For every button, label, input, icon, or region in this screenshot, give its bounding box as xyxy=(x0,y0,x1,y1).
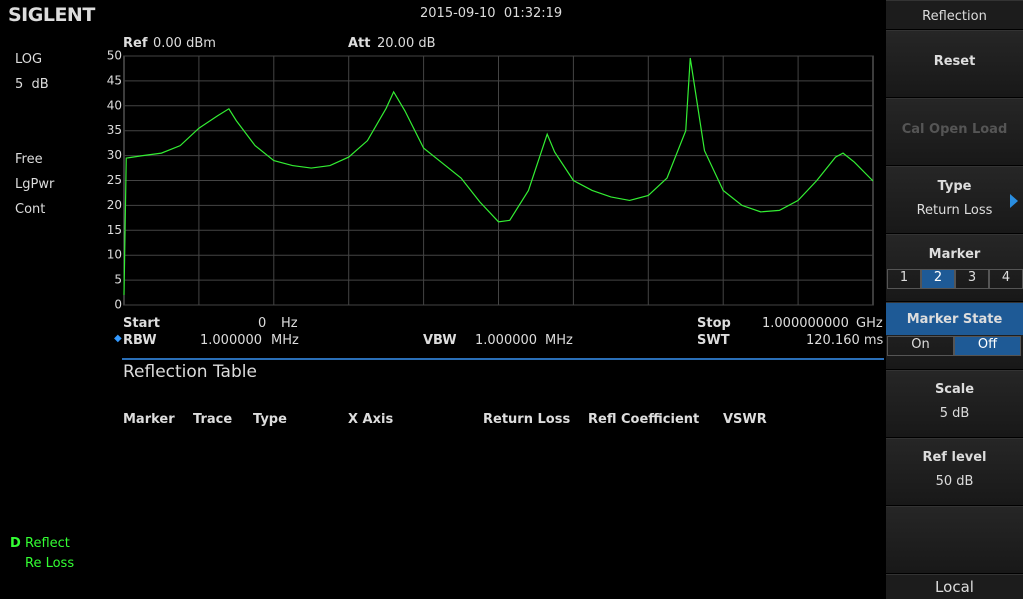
softkey: Marker 1 2 3 4 xyxy=(886,234,1023,301)
vbw-unit: MHz xyxy=(545,333,573,348)
y-tick-label: 50 xyxy=(107,49,122,63)
y-tick-label: 25 xyxy=(107,173,122,187)
softkey[interactable]: Scale 5 dB xyxy=(886,370,1023,437)
vbw-value: 1.000000 xyxy=(475,333,538,348)
start-unit: Hz xyxy=(281,316,298,331)
softkey[interactable]: Type Return Loss xyxy=(886,166,1023,233)
swt-value: 120.160 ms xyxy=(806,333,884,348)
brand: SIGLENT xyxy=(8,4,95,26)
y-tick-label: 15 xyxy=(107,223,122,237)
state-option[interactable]: On xyxy=(887,336,954,356)
column-header: X Axis xyxy=(348,412,394,427)
marker-option[interactable]: 4 xyxy=(989,269,1023,289)
submenu-arrow xyxy=(1010,194,1018,208)
softkey-menu: Reflection Reset Cal Open Load Type Retu… xyxy=(886,0,1023,599)
start-value: 0 xyxy=(258,316,267,331)
softkey-label: Reset xyxy=(933,54,976,69)
start-label: Start xyxy=(123,316,160,331)
marker-option[interactable]: 2 xyxy=(921,269,955,289)
att-value: 20.00 dB xyxy=(377,36,436,51)
local-label: Local xyxy=(935,578,974,596)
stop-label: Stop xyxy=(697,316,731,331)
y-tick-label: 20 xyxy=(107,198,122,212)
trace-mode: D xyxy=(10,536,21,551)
y-tick-label: 35 xyxy=(107,123,122,137)
trace-plot: 0 5 10 15 20 25 30 35 40 45 50 xyxy=(107,49,874,312)
column-header: Trace xyxy=(193,412,233,427)
trace-label: Reflect xyxy=(25,536,70,551)
softkey-label: Cal Open Load xyxy=(901,122,1008,137)
y-tick-label: 10 xyxy=(107,248,122,262)
scale-type: LOG xyxy=(15,52,43,67)
state-option[interactable]: Off xyxy=(954,336,1021,356)
column-header: Return Loss xyxy=(483,412,571,427)
softkey-label: Ref level xyxy=(922,450,987,465)
softkey[interactable]: Reset xyxy=(886,30,1023,97)
trace-sub: Re Loss xyxy=(25,556,75,571)
ref-label: Ref xyxy=(123,36,148,51)
y-tick-label: 0 xyxy=(114,298,122,312)
swt-label: SWT xyxy=(697,333,730,348)
softkey-value: 5 dB xyxy=(939,406,970,421)
att-label: Att xyxy=(348,36,371,51)
softkey[interactable]: Ref level 50 dB xyxy=(886,438,1023,505)
datetime: 2015-09-10 01:32:19 xyxy=(420,6,563,21)
stop-unit: GHz xyxy=(856,316,883,331)
scale: 5 dB xyxy=(15,77,49,92)
trigger: Free xyxy=(15,152,43,167)
rbw-unit: MHz xyxy=(271,333,299,348)
y-tick-label: 5 xyxy=(114,273,122,287)
sweep: Cont xyxy=(15,202,46,217)
vbw-label: VBW xyxy=(423,333,457,348)
softkey-value: Return Loss xyxy=(916,203,993,218)
softkey[interactable]: Cal Open Load xyxy=(886,98,1023,165)
softkey-label: Marker xyxy=(928,247,981,262)
local-key[interactable]: Local xyxy=(886,574,1023,599)
softkey-label: Scale xyxy=(934,382,975,397)
softkey xyxy=(886,506,1023,573)
y-tick-label: 40 xyxy=(107,98,122,112)
y-tick-label: 30 xyxy=(107,148,122,162)
column-header: Refl Coefficient xyxy=(588,412,700,427)
rbw-label: RBW xyxy=(123,333,157,348)
softkey-label: Type xyxy=(937,179,972,194)
rbw-value: 1.000000 xyxy=(200,333,263,348)
column-header: VSWR xyxy=(723,412,767,427)
menu-title-text: Reflection xyxy=(922,9,987,24)
detector: LgPwr xyxy=(15,177,55,192)
stop-value: 1.000000000 xyxy=(762,316,849,331)
divider xyxy=(122,358,884,360)
ref-value: 0.00 dBm xyxy=(153,36,216,51)
softkey-value: 50 dB xyxy=(935,474,974,489)
marker-option[interactable]: 1 xyxy=(887,269,921,289)
marker-option[interactable]: 3 xyxy=(955,269,989,289)
softkey-label: Marker State xyxy=(886,303,1023,335)
rbw-indicator: ◆ xyxy=(114,333,122,344)
trace xyxy=(123,57,874,296)
column-header: Marker xyxy=(123,412,175,427)
column-header: Type xyxy=(253,412,287,427)
y-tick-label: 45 xyxy=(107,73,122,87)
menu-title: Reflection xyxy=(886,0,1023,29)
softkey: Marker State On Off xyxy=(886,302,1023,369)
table-title: Reflection Table xyxy=(123,362,257,382)
